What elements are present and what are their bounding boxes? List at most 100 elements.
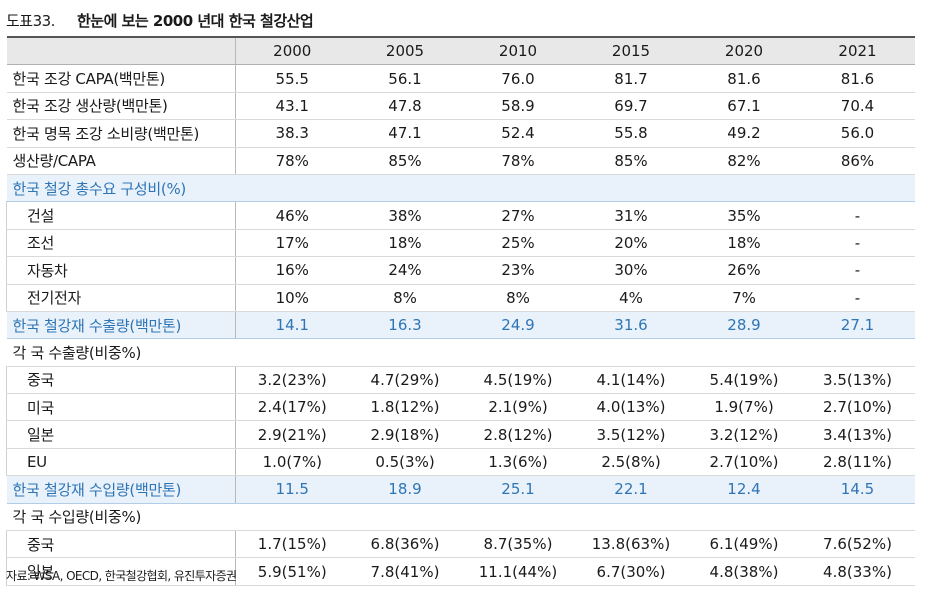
value-cell: 46% xyxy=(235,201,349,230)
section-label: 한국 철강 총수요 구성비(%) xyxy=(6,173,236,203)
empty-cell xyxy=(687,503,801,532)
empty-cell xyxy=(800,503,915,532)
value-cell: 12.4 xyxy=(687,475,801,504)
value-cell: 56.0 xyxy=(800,119,915,148)
import-row: 일본 5.9(51%) 7.8(41%) 11.1(44%) 6.7(30%) 4.8(3… xyxy=(6,557,915,586)
demand-row: 전기전자 10% 8% 8% 4% 7% - xyxy=(6,284,915,312)
value-cell: 2.8(12%) xyxy=(461,420,575,449)
value-cell: 38.3 xyxy=(235,119,349,148)
row-label: 미국 xyxy=(6,393,236,422)
value-cell: 4.0(13%) xyxy=(574,393,688,422)
year-header: 2000 xyxy=(235,36,349,66)
import-total-row: 한국 철강재 수입량(백만톤) 11.5 18.9 25.1 22.1 12.4 14.5 xyxy=(6,475,915,504)
value-cell: 58.9 xyxy=(461,92,575,121)
value-cell: 7% xyxy=(687,284,801,312)
value-cell: 6.7(30%) xyxy=(574,557,688,586)
value-cell: 25.1 xyxy=(461,475,575,504)
value-cell: 49.2 xyxy=(687,119,801,148)
empty-cell xyxy=(461,173,575,203)
value-cell: 14.1 xyxy=(235,310,349,340)
value-cell: 4.8(33%) xyxy=(800,557,915,586)
demand-row: 조선 17% 18% 25% 20% 18% - xyxy=(6,229,915,258)
value-cell: 81.7 xyxy=(574,64,688,93)
value-cell: - xyxy=(800,256,915,285)
year-header: 2021 xyxy=(800,36,915,66)
export-row: 중국 3.2(23%) 4.7(29%) 4.5(19%) 4.1(14%) 5.4(19… xyxy=(6,366,915,395)
value-cell: 0.5(3%) xyxy=(348,448,462,477)
value-cell: 1.0(7%) xyxy=(235,448,349,477)
value-cell: 52.4 xyxy=(461,119,575,148)
table-title: 도표33. 한눈에 보는 2000 년대 한국 철강산업 xyxy=(6,8,314,32)
row-label: 일본 xyxy=(6,420,236,449)
value-cell: 3.5(13%) xyxy=(800,366,915,395)
value-cell: 3.2(23%) xyxy=(235,366,349,395)
empty-cell xyxy=(800,338,915,367)
empty-cell xyxy=(574,173,688,203)
row-label: 한국 철강재 수출량(백만톤) xyxy=(6,310,236,340)
empty-cell xyxy=(235,338,349,367)
value-cell: 14.5 xyxy=(800,475,915,504)
value-cell: 6.8(36%) xyxy=(348,530,462,559)
value-cell: 22.1 xyxy=(574,475,688,504)
value-cell: 3.2(12%) xyxy=(687,420,801,449)
demand-row: 건설 46% 38% 27% 31% 35% - xyxy=(6,201,915,230)
value-cell: 4.5(19%) xyxy=(461,366,575,395)
value-cell: 67.1 xyxy=(687,92,801,121)
empty-cell xyxy=(348,338,462,367)
value-cell: 55.5 xyxy=(235,64,349,93)
row-label: 중국 xyxy=(6,366,236,395)
demand-section-header: 한국 철강 총수요 구성비(%) xyxy=(6,173,915,203)
value-cell: 38% xyxy=(348,201,462,230)
value-cell: - xyxy=(800,284,915,312)
row-label: EU xyxy=(6,448,236,477)
value-cell: 70.4 xyxy=(800,92,915,121)
steel-industry-table: 2000 2005 2010 2015 2020 2021 한국 조강 CAPA… xyxy=(6,36,915,586)
value-cell: 31.6 xyxy=(574,310,688,340)
empty-cell xyxy=(348,173,462,203)
header-corner xyxy=(6,36,236,66)
value-cell: 76.0 xyxy=(461,64,575,93)
row-label: 한국 조강 생산량(백만톤) xyxy=(6,92,236,121)
value-cell: 11.1(44%) xyxy=(461,557,575,586)
value-cell: 5.4(19%) xyxy=(687,366,801,395)
value-cell: 16% xyxy=(235,256,349,285)
value-cell: - xyxy=(800,201,915,230)
empty-cell xyxy=(235,173,349,203)
row-label: 한국 철강재 수입량(백만톤) xyxy=(6,475,236,504)
section-label: 각 국 수입량(비중%) xyxy=(6,503,236,532)
empty-cell xyxy=(687,173,801,203)
value-cell: 2.9(18%) xyxy=(348,420,462,449)
value-cell: 81.6 xyxy=(800,64,915,93)
table-row: 한국 조강 생산량(백만톤) 43.1 47.8 58.9 69.7 67.1 70.4 xyxy=(6,92,915,121)
export-row: EU 1.0(7%) 0.5(3%) 1.3(6%) 2.5(8%) 2.7(10%) 2.… xyxy=(6,448,915,477)
export-row: 일본 2.9(21%) 2.9(18%) 2.8(12%) 3.5(12%) 3.2(12… xyxy=(6,420,915,449)
value-cell: 81.6 xyxy=(687,64,801,93)
value-cell: 6.1(49%) xyxy=(687,530,801,559)
value-cell: 4% xyxy=(574,284,688,312)
row-label: 조선 xyxy=(6,229,236,258)
value-cell: 23% xyxy=(461,256,575,285)
value-cell: 27% xyxy=(461,201,575,230)
value-cell: 2.5(8%) xyxy=(574,448,688,477)
value-cell: 1.8(12%) xyxy=(348,393,462,422)
empty-cell xyxy=(574,338,688,367)
value-cell: 18% xyxy=(348,229,462,258)
empty-cell xyxy=(800,173,915,203)
value-cell: 16.3 xyxy=(348,310,462,340)
value-cell: 8.7(35%) xyxy=(461,530,575,559)
row-label: 건설 xyxy=(6,201,236,230)
table-id: 도표33. xyxy=(6,11,55,30)
value-cell: 69.7 xyxy=(574,92,688,121)
value-cell: 25% xyxy=(461,229,575,258)
row-label: 전기전자 xyxy=(6,284,236,312)
demand-row: 자동차 16% 24% 23% 30% 26% - xyxy=(6,256,915,285)
value-cell: 35% xyxy=(687,201,801,230)
value-cell: 18.9 xyxy=(348,475,462,504)
value-cell: 78% xyxy=(461,147,575,175)
row-label: 자동차 xyxy=(6,256,236,285)
export-row: 미국 2.4(17%) 1.8(12%) 2.1(9%) 4.0(13%) 1.9(7%)… xyxy=(6,393,915,422)
value-cell: 56.1 xyxy=(348,64,462,93)
value-cell: 5.9(51%) xyxy=(235,557,349,586)
empty-cell xyxy=(461,338,575,367)
value-cell: 2.9(21%) xyxy=(235,420,349,449)
